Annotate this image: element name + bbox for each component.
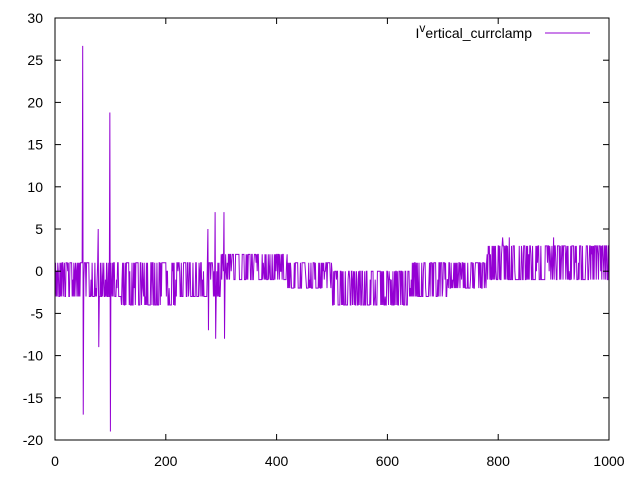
legend-entry-label: Ivertical_currclamp (416, 21, 533, 41)
plot-frame (54, 17, 610, 441)
y-tick-label: -20 (23, 432, 43, 448)
series-line (54, 45, 609, 432)
x-tick-label: 200 (154, 453, 178, 469)
y-tick-label: -5 (31, 305, 44, 321)
x-tick-label: 800 (487, 453, 511, 469)
y-tick-label: -10 (23, 348, 43, 364)
axes: -20 -15 -10 -5 0 5 10 15 20 25 30 0 200 400 600 800 1000 (23, 10, 625, 469)
x-tick-label: 400 (265, 453, 289, 469)
y-tick-label: 10 (27, 179, 43, 195)
y-tick-label: 20 (27, 94, 43, 110)
y-tick-label: -15 (23, 390, 43, 406)
y-tick-label: 30 (27, 10, 43, 26)
y-tick-label: 25 (27, 52, 43, 68)
plot-lines (54, 45, 609, 432)
y-tick-label: 15 (27, 137, 43, 153)
y-tick-label: 0 (35, 263, 43, 279)
x-tick-label: 0 (51, 453, 59, 469)
y-tick-label: 5 (35, 221, 43, 237)
x-tick-label: 600 (376, 453, 400, 469)
x-tick-label: 1000 (593, 453, 624, 469)
legend: Ivertical_currclamp (416, 21, 590, 41)
